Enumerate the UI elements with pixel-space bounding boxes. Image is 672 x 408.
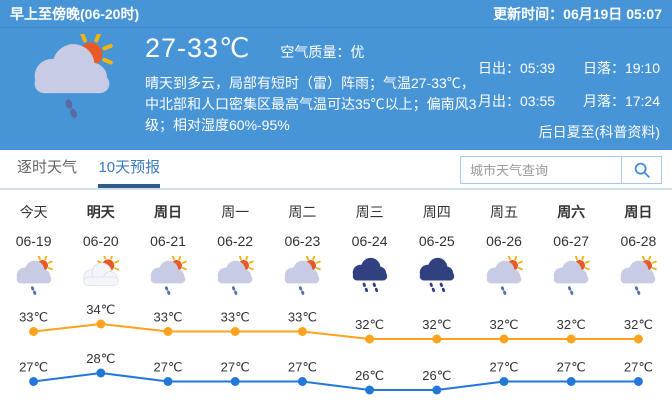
- moonset-time: 月落：17:24: [582, 93, 660, 109]
- day-name: 明天: [86, 204, 115, 220]
- day-date: 06-24: [351, 233, 388, 249]
- temperature-trend-chart: 33℃ 34℃ 33℃ 33℃ 33℃ 32℃ 32℃ 32℃ 32℃ 32℃ 27℃ 28℃ 27℃ 2…: [19, 302, 653, 395]
- search-icon: [634, 162, 650, 178]
- svg-text:27℃: 27℃: [153, 360, 182, 375]
- sun-cloud-rain-icon: [0, 256, 67, 302]
- weather-description: 晴天到多云，局部有短时（雷）阵雨；气温27-33℃， 中北部和人口密集区最高气温…: [145, 73, 480, 136]
- day-name: 周二: [288, 204, 317, 220]
- svg-text:28℃: 28℃: [86, 351, 115, 366]
- dark-cloud-rain-icon: [403, 256, 470, 302]
- svg-text:27℃: 27℃: [19, 360, 48, 375]
- description-line: 级；相对湿度60%-95%: [145, 117, 290, 133]
- period-label: 早上至傍晚(06-20时): [10, 5, 140, 22]
- sun-cloud-icon: [67, 256, 134, 302]
- day-date: 06-23: [284, 233, 321, 249]
- sun-cloud-rain-icon: [269, 256, 336, 302]
- day-date: 06-28: [620, 233, 657, 249]
- svg-text:32℃: 32℃: [422, 317, 451, 332]
- forecast-day-column[interactable]: 明天 06-20: [67, 200, 134, 302]
- svg-text:26℃: 26℃: [422, 368, 451, 383]
- svg-text:27℃: 27℃: [624, 360, 653, 375]
- current-conditions: 27-33℃ 空气质量：优 晴天到多云，局部有短时（雷）阵雨；气温27-33℃，…: [145, 33, 480, 136]
- day-name: 周三: [355, 204, 384, 220]
- description-line: 中北部和人口密集区最高气温可达35℃以上；偏南风3: [145, 96, 477, 112]
- sun-cloud-rain-icon: [538, 256, 605, 302]
- day-name: 周一: [221, 204, 250, 220]
- forecast-columns: 今天 06-19 明天 06-20 周日 06-21 周一 06-22 周二 06-23 …: [0, 190, 672, 302]
- day-date: 06-19: [15, 233, 52, 249]
- tab-10day-forecast[interactable]: 10天预报: [98, 150, 161, 188]
- forecast-day-column[interactable]: 周一 06-22: [202, 200, 269, 302]
- day-date: 06-25: [418, 233, 455, 249]
- topbar: 早上至傍晚(06-20时) 更新时间：06月19日 05:07: [0, 0, 672, 28]
- solstice-note-link[interactable]: 后日夏至(科普资料): [538, 124, 660, 140]
- temp-range: 27-33℃: [145, 33, 251, 63]
- moonrise-time: 月出：03:55: [478, 93, 556, 109]
- ten-day-forecast: 今天 06-19 明天 06-20 周日 06-21 周一 06-22 周二 06-23 …: [0, 190, 672, 408]
- forecast-day-column[interactable]: 今天 06-19: [0, 200, 67, 302]
- day-name: 周日: [153, 204, 182, 220]
- svg-text:32℃: 32℃: [489, 317, 518, 332]
- air-quality-label: 空气质量：优: [280, 44, 365, 60]
- svg-text:27℃: 27℃: [557, 360, 586, 375]
- svg-text:33℃: 33℃: [19, 310, 48, 325]
- svg-text:26℃: 26℃: [355, 368, 384, 383]
- forecast-day-column[interactable]: 周四 06-25: [403, 200, 470, 302]
- svg-text:33℃: 33℃: [288, 310, 317, 325]
- svg-text:32℃: 32℃: [355, 317, 384, 332]
- sun-cloud-rain-icon: [470, 256, 537, 302]
- sun-moon-panel: 日出：05:39 日落：19:10 月出：03:55 月落：17:24: [478, 58, 660, 124]
- day-date: 06-20: [82, 233, 119, 249]
- day-date: 06-26: [486, 233, 522, 249]
- sun-cloud-rain-icon: [134, 256, 201, 302]
- day-date: 06-27: [553, 233, 590, 249]
- sunrise-time: 日出：05:39: [478, 60, 556, 76]
- description-line: 晴天到多云，局部有短时（雷）阵雨；气温27-33℃，: [145, 75, 475, 91]
- day-name: 周四: [422, 204, 451, 220]
- svg-text:34℃: 34℃: [86, 302, 115, 317]
- sun-cloud-rain-icon: [605, 256, 672, 302]
- svg-text:32℃: 32℃: [557, 317, 586, 332]
- forecast-day-column[interactable]: 周二 06-23: [269, 200, 336, 302]
- day-name: 周六: [557, 204, 586, 220]
- day-date: 06-21: [150, 233, 186, 249]
- forecast-day-column[interactable]: 周日 06-28: [605, 200, 672, 302]
- sun-cloud-rain-icon: [202, 256, 269, 302]
- svg-text:27℃: 27℃: [489, 360, 518, 375]
- search-input[interactable]: [461, 157, 621, 183]
- tab-bar: 逐时天气 10天预报: [0, 150, 672, 190]
- svg-text:27℃: 27℃: [288, 360, 317, 375]
- forecast-day-column[interactable]: 周日 06-21: [134, 200, 201, 302]
- forecast-day-column[interactable]: 周六 06-27: [538, 200, 605, 302]
- day-date: 06-22: [217, 233, 254, 249]
- search-button[interactable]: [621, 157, 661, 183]
- day-name: 今天: [19, 204, 48, 220]
- forecast-day-column[interactable]: 周五 06-26: [470, 200, 537, 302]
- svg-text:32℃: 32℃: [624, 317, 653, 332]
- forecast-day-column[interactable]: 周三 06-24: [336, 200, 403, 302]
- day-name: 周日: [624, 204, 653, 220]
- current-weather-icon: [22, 32, 122, 123]
- header-hero: 早上至傍晚(06-20时) 更新时间：06月19日 05:07 27-33℃ 空…: [0, 0, 672, 150]
- update-time: 更新时间：06月19日 05:07: [493, 5, 662, 22]
- svg-text:33℃: 33℃: [153, 310, 182, 325]
- tab-hourly-weather[interactable]: 逐时天气: [17, 159, 78, 176]
- dark-cloud-rain-icon: [336, 256, 403, 302]
- svg-text:27℃: 27℃: [221, 360, 250, 375]
- sunset-time: 日落：19:10: [582, 60, 660, 76]
- city-search-box: [460, 156, 662, 184]
- day-name: 周五: [489, 204, 518, 220]
- svg-text:33℃: 33℃: [221, 310, 250, 325]
